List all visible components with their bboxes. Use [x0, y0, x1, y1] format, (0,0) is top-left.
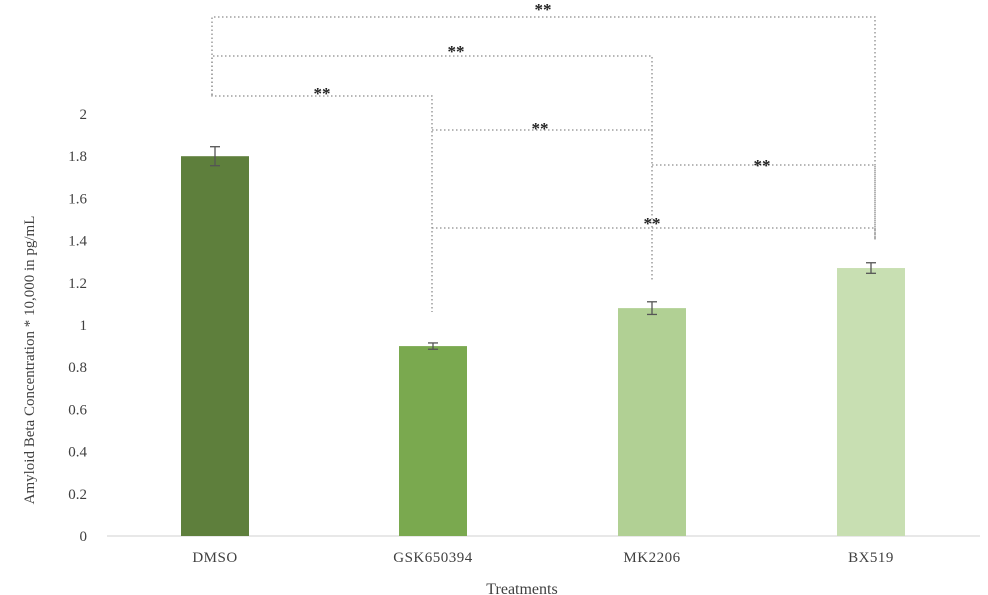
y-tick-label: 1.6	[68, 191, 87, 207]
y-tick-label: 1.8	[68, 149, 87, 165]
y-tick-label: 1.2	[68, 276, 87, 292]
y-tick-label: 0.8	[68, 360, 87, 376]
significance-stars: **	[314, 84, 331, 103]
x-tick-label: MK2206	[623, 550, 680, 566]
bar-bx519	[837, 268, 905, 536]
error-bars	[210, 146, 876, 350]
significance-bracket	[652, 164, 876, 240]
significance-stars: **	[535, 0, 552, 19]
x-tick-label: BX519	[848, 550, 894, 566]
bar-mk2206	[618, 308, 686, 536]
y-tick-label: 0.2	[68, 487, 87, 503]
y-tick-label: 1	[80, 318, 88, 334]
significance-stars: **	[448, 42, 465, 61]
significance-stars: **	[754, 156, 771, 175]
y-tick-label: 1.4	[68, 234, 87, 250]
x-axis-label: Treatments	[486, 581, 557, 595]
significance-stars: **	[532, 119, 549, 138]
significance-stars: **	[644, 214, 661, 233]
bar-gsk650394	[399, 346, 467, 536]
y-axis-ticks: 0 0.2 0.4 0.6 0.8 1 1.2 1.4 1.6 1.8 2	[68, 107, 87, 545]
x-tick-label: DMSO	[192, 550, 237, 566]
significance-bracket	[211, 16, 876, 240]
y-tick-label: 0	[80, 529, 88, 545]
significance-bracket	[432, 129, 653, 282]
bar-dmso	[181, 156, 249, 536]
y-tick-label: 0.6	[68, 402, 87, 418]
y-axis-label: Amyloid Beta Concentration * 10,000 in p…	[22, 216, 38, 505]
y-tick-label: 0.4	[68, 445, 87, 461]
significance-bracket	[211, 95, 433, 312]
y-tick-label: 2	[80, 107, 88, 123]
x-tick-label: GSK650394	[393, 550, 473, 566]
significance-brackets: ** ** ** ** ** **	[211, 0, 876, 312]
bars	[181, 156, 905, 536]
x-axis-category-labels: DMSO GSK650394 MK2206 BX519	[192, 550, 894, 566]
significance-bracket	[211, 55, 653, 130]
